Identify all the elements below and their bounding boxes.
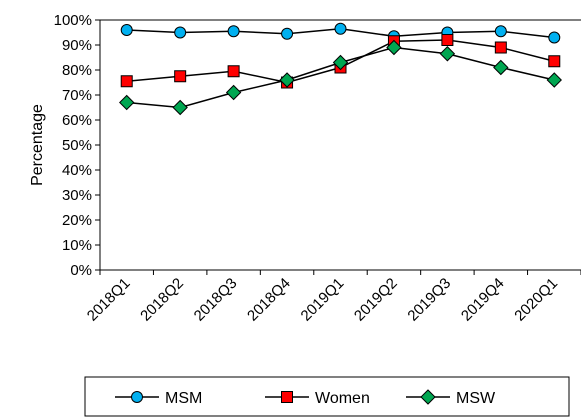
x-tick-label: 2018Q3 (191, 275, 241, 325)
legend-box (84, 376, 570, 417)
data-point-msw (439, 46, 456, 62)
plot-area: 0%10%20%30%40%50%60%70%80%90%100%2018Q1 2… (54, 12, 581, 325)
x-tick-label: 2018Q4 (244, 275, 294, 325)
data-point-women (120, 75, 133, 88)
data-point-msw (332, 54, 349, 71)
x-tick-label: 2018Q2 (137, 275, 187, 325)
x-tick-label: 2019Q3 (404, 275, 454, 325)
data-point-msm (281, 27, 294, 40)
data-point-msm (227, 25, 240, 38)
data-point-women (494, 41, 507, 54)
data-point-msm (494, 25, 507, 38)
x-tick-label: 2019Q1 (298, 275, 348, 325)
legend-marker-women (281, 391, 293, 403)
data-point-msw (546, 72, 562, 88)
x-tick-label: 2020Q1 (511, 275, 561, 325)
data-point-msw (172, 99, 188, 116)
data-point-msw (493, 59, 509, 76)
legend-marker-msm (131, 391, 143, 403)
data-point-msw (386, 39, 402, 56)
data-point-msm (334, 22, 347, 35)
legend: MSM Women MSW (84, 376, 570, 417)
data-point-women (548, 55, 561, 68)
x-tick-label: 2019Q2 (351, 275, 401, 325)
x-tick-label: 2019Q4 (458, 275, 508, 325)
y-tick-label: 20% (62, 212, 92, 229)
data-point-msw (119, 94, 135, 111)
y-tick-label: 90% (62, 37, 92, 54)
y-tick-label: 30% (62, 187, 92, 204)
y-tick-label: 10% (62, 237, 92, 254)
y-tick-label: 0% (70, 262, 92, 279)
legend-label-msw: MSW (456, 390, 496, 407)
data-point-women (441, 34, 454, 46)
data-point-msw (279, 72, 295, 88)
y-tick-label: 50% (62, 137, 92, 154)
y-tick-label: 40% (62, 162, 92, 179)
y-tick-label: 80% (62, 62, 92, 79)
data-point-women (174, 70, 187, 83)
legend-marker-msw (420, 389, 436, 405)
data-point-women (227, 65, 240, 78)
data-point-msm (120, 24, 133, 36)
data-point-msw (225, 84, 242, 101)
x-tick-label: 2018Q1 (84, 275, 134, 325)
y-tick-label: 100% (54, 12, 92, 29)
legend-label-women: Women (315, 390, 370, 407)
data-point-msm (174, 26, 187, 39)
y-axis-title: Percentage (29, 104, 46, 186)
y-tick-label: 70% (62, 87, 92, 104)
legend-label-msm: MSM (165, 390, 202, 407)
y-tick-label: 60% (62, 112, 92, 129)
data-point-msm (548, 31, 561, 44)
